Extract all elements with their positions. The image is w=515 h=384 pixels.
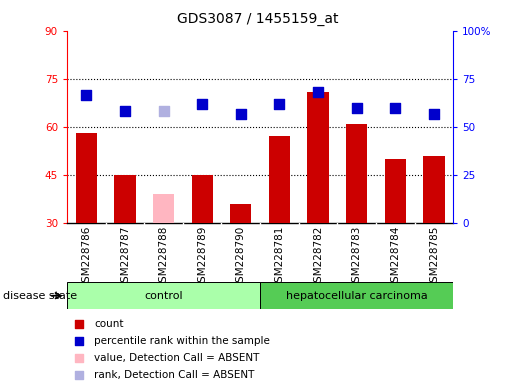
Text: value, Detection Call = ABSENT: value, Detection Call = ABSENT (94, 353, 260, 363)
Text: GSM228782: GSM228782 (313, 226, 323, 289)
Point (74, 355, 82, 361)
Text: disease state: disease state (3, 291, 77, 301)
Point (314, 88, 322, 94)
Text: GSM228788: GSM228788 (159, 226, 168, 289)
Bar (192, 175, 213, 223)
Text: count: count (94, 318, 124, 329)
Bar (114, 175, 135, 223)
Point (74, 320, 82, 326)
Point (236, 111, 245, 117)
Bar (260, 282, 453, 309)
Text: percentile rank within the sample: percentile rank within the sample (94, 336, 270, 346)
Bar (76, 133, 97, 223)
Point (74, 372, 82, 379)
Bar (230, 204, 251, 223)
Bar (346, 124, 367, 223)
Text: GSM228781: GSM228781 (274, 226, 284, 289)
Point (352, 104, 360, 111)
Point (82, 92, 91, 98)
Text: GSM228784: GSM228784 (390, 226, 400, 289)
Point (74, 338, 82, 344)
Bar (153, 194, 174, 223)
Text: GSM228789: GSM228789 (197, 226, 207, 289)
Point (159, 108, 167, 114)
Text: control: control (144, 291, 183, 301)
Bar (269, 136, 290, 223)
Point (121, 108, 129, 114)
Bar (307, 91, 329, 223)
Text: GDS3087 / 1455159_at: GDS3087 / 1455159_at (177, 12, 338, 25)
Text: GSM228787: GSM228787 (120, 226, 130, 289)
Bar (423, 156, 444, 223)
Text: GSM228783: GSM228783 (352, 226, 362, 289)
Text: GSM228786: GSM228786 (81, 226, 91, 289)
Point (275, 101, 283, 108)
Text: GSM228790: GSM228790 (236, 226, 246, 289)
Point (391, 104, 400, 111)
Text: rank, Detection Call = ABSENT: rank, Detection Call = ABSENT (94, 370, 254, 381)
Bar (67, 282, 260, 309)
Text: GSM228785: GSM228785 (429, 226, 439, 289)
Bar (385, 159, 406, 223)
Point (198, 101, 206, 108)
Point (430, 111, 438, 117)
Text: hepatocellular carcinoma: hepatocellular carcinoma (286, 291, 427, 301)
